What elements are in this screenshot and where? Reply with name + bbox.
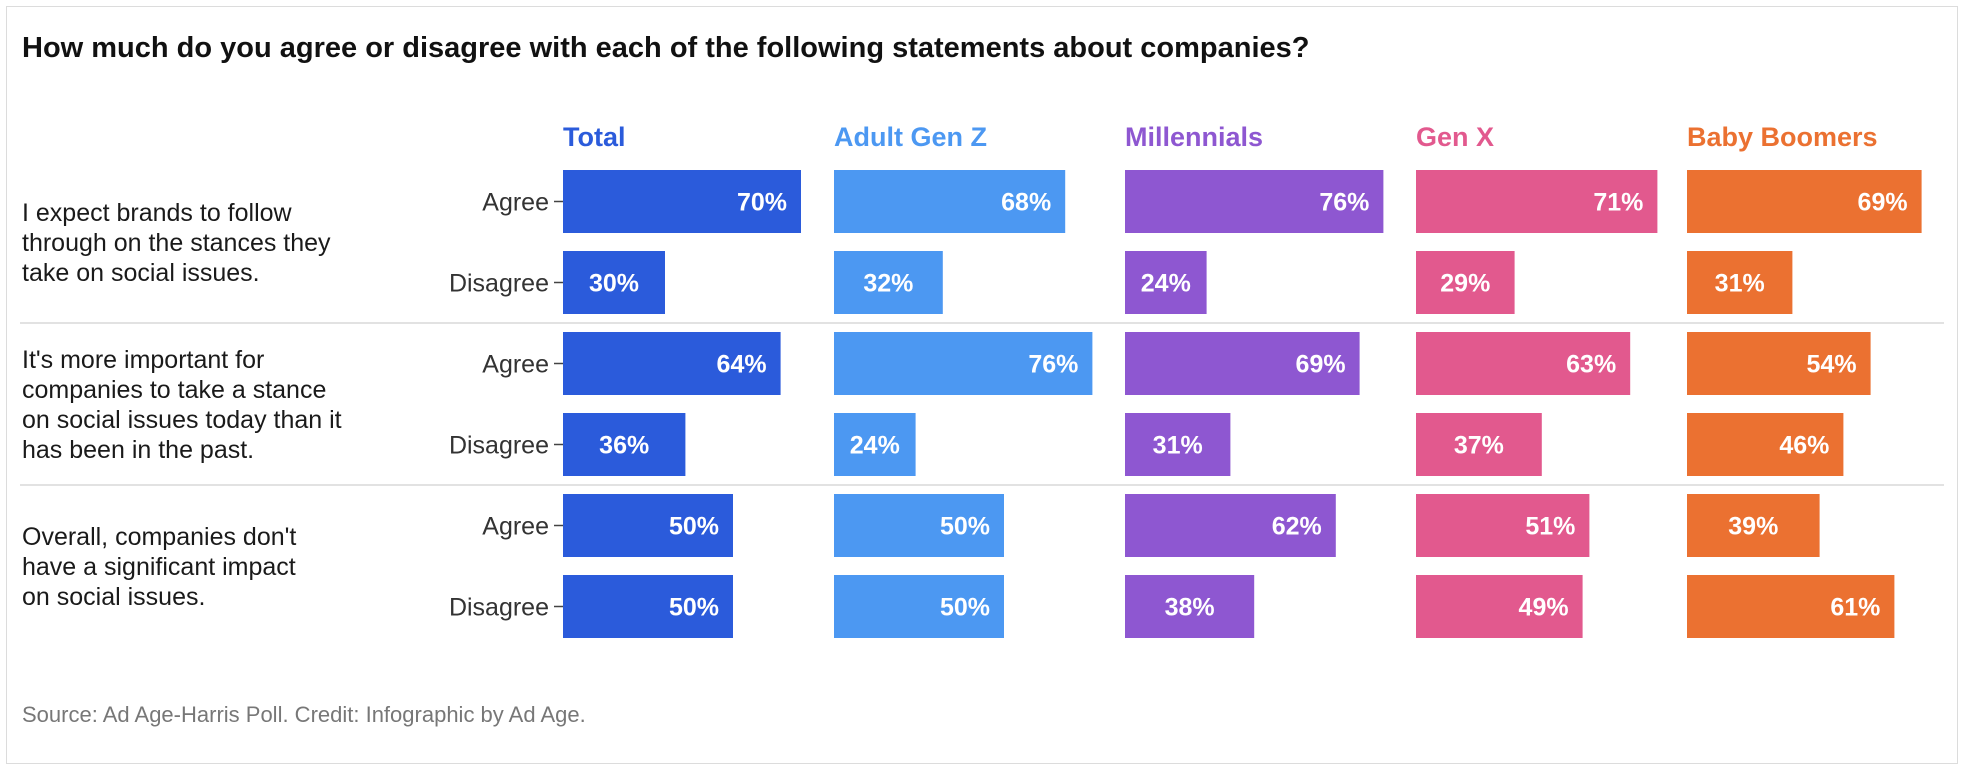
data-label: 76% — [1319, 189, 1369, 217]
bar-disagree-total — [563, 413, 686, 476]
data-label: 31% — [1153, 432, 1203, 460]
data-label: 50% — [940, 513, 990, 541]
column-header-millennials: Millennials — [1125, 122, 1263, 152]
bar-agree-gen-x — [1416, 170, 1658, 233]
data-label: 69% — [1858, 189, 1908, 217]
bar-agree-baby-boomers — [1687, 332, 1871, 395]
bar-agree-gen-x — [1416, 494, 1590, 557]
data-label: 50% — [669, 594, 719, 622]
data-label: 32% — [863, 270, 913, 298]
statement-text-line: take on social issues. — [22, 259, 260, 287]
data-label: 70% — [737, 189, 787, 217]
statement-text-line: has been in the past. — [22, 436, 254, 464]
data-label: 50% — [940, 594, 990, 622]
bar-agree-total — [563, 170, 801, 233]
data-label: 49% — [1519, 594, 1569, 622]
source-note: Source: Ad Age-Harris Poll. Credit: Info… — [22, 702, 586, 727]
bar-agree-adult-gen-z — [834, 494, 1004, 557]
data-label: 29% — [1440, 270, 1490, 298]
response-label-disagree: Disagree — [449, 432, 549, 460]
response-label-disagree: Disagree — [449, 594, 549, 622]
data-label: 61% — [1830, 594, 1880, 622]
data-label: 46% — [1779, 432, 1829, 460]
statement-text-line: have a significant impact — [22, 553, 296, 581]
data-label: 24% — [850, 432, 900, 460]
bar-agree-adult-gen-z — [834, 332, 1093, 395]
chart-title: How much do you agree or disagree with e… — [22, 32, 1309, 64]
bar-agree-baby-boomers — [1687, 170, 1922, 233]
data-label: 76% — [1028, 351, 1078, 379]
column-header-baby-boomers: Baby Boomers — [1687, 122, 1878, 152]
bar-agree-gen-x — [1416, 332, 1631, 395]
response-label-agree: Agree — [482, 351, 549, 379]
data-label: 71% — [1593, 189, 1643, 217]
bar-disagree-adult-gen-z — [834, 413, 916, 476]
data-label: 31% — [1715, 270, 1765, 298]
response-label-agree: Agree — [482, 189, 549, 217]
bar-disagree-millennials — [1125, 413, 1231, 476]
data-label: 54% — [1807, 351, 1857, 379]
statement-text-line: on social issues today than it — [22, 406, 342, 434]
data-label: 69% — [1296, 351, 1346, 379]
bar-disagree-gen-x — [1416, 575, 1583, 638]
bar-disagree-adult-gen-z — [834, 575, 1004, 638]
data-label: 64% — [717, 351, 767, 379]
response-label-disagree: Disagree — [449, 270, 549, 298]
bar-disagree-baby-boomers — [1687, 251, 1793, 314]
data-label: 37% — [1454, 432, 1504, 460]
data-label: 39% — [1728, 513, 1778, 541]
response-label-agree: Agree — [482, 513, 549, 541]
column-header-adult-gen-z: Adult Gen Z — [834, 122, 987, 152]
data-label: 30% — [589, 270, 639, 298]
statement-text-line: on social issues. — [22, 583, 205, 611]
bar-disagree-total — [563, 251, 665, 314]
statement-text-line: I expect brands to follow — [22, 199, 293, 227]
bar-agree-total — [563, 494, 733, 557]
bar-agree-baby-boomers — [1687, 494, 1820, 557]
bar-disagree-millennials — [1125, 575, 1255, 638]
statement-text-line: It's more important for — [22, 346, 264, 374]
column-header-total: Total — [563, 122, 626, 152]
statement-text-line: through on the stances they — [22, 229, 331, 257]
data-label: 68% — [1001, 189, 1051, 217]
data-label: 62% — [1272, 513, 1322, 541]
bar-disagree-baby-boomers — [1687, 575, 1895, 638]
statement-text-line: companies to take a stance — [22, 376, 326, 404]
data-label: 63% — [1566, 351, 1616, 379]
bar-agree-millennials — [1125, 494, 1336, 557]
bar-disagree-millennials — [1125, 251, 1207, 314]
bar-disagree-total — [563, 575, 733, 638]
bar-agree-total — [563, 332, 781, 395]
bar-disagree-adult-gen-z — [834, 251, 943, 314]
bar-agree-adult-gen-z — [834, 170, 1066, 233]
bar-disagree-gen-x — [1416, 413, 1542, 476]
statement-text-line: Overall, companies don't — [22, 523, 296, 551]
data-label: 24% — [1141, 270, 1191, 298]
data-label: 51% — [1525, 513, 1575, 541]
data-label: 50% — [669, 513, 719, 541]
bar-disagree-gen-x — [1416, 251, 1515, 314]
bar-agree-millennials — [1125, 332, 1360, 395]
bar-disagree-baby-boomers — [1687, 413, 1844, 476]
data-label: 36% — [599, 432, 649, 460]
column-header-gen-x: Gen X — [1416, 122, 1494, 152]
bar-agree-millennials — [1125, 170, 1384, 233]
data-label: 38% — [1165, 594, 1215, 622]
